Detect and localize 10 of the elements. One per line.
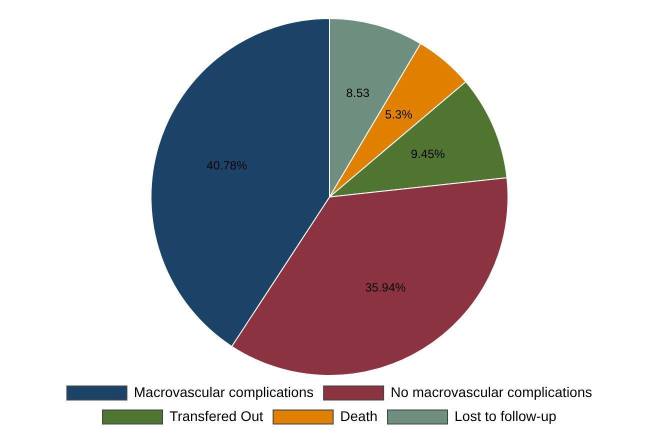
data-label: 8.53 xyxy=(346,86,370,100)
legend-label: Lost to follow-up xyxy=(454,408,557,424)
data-label: 40.78% xyxy=(206,158,248,173)
legend-label: Transfered Out xyxy=(170,408,264,424)
data-label: 9.45% xyxy=(410,147,446,162)
data-label: 5.3% xyxy=(385,108,413,122)
legend-label: Death xyxy=(340,408,378,424)
data-label: 35.94% xyxy=(365,280,406,295)
legend-label: Macrovascular complications xyxy=(134,384,314,400)
legend-label: No macrovascular complications xyxy=(390,384,592,400)
